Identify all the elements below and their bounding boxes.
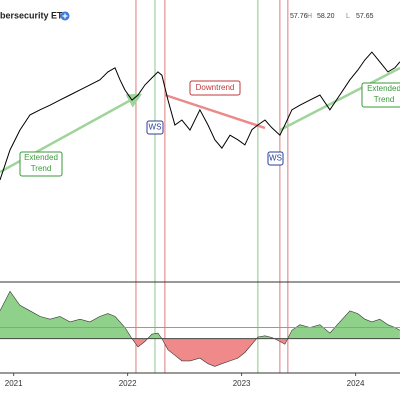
annotation: Extended Trend [367, 84, 400, 104]
x-tick-label: 2022 [119, 379, 137, 388]
x-tick-label: 2021 [5, 379, 23, 388]
quote-text: H [307, 13, 312, 20]
annotation: Extended Trend [24, 153, 58, 173]
annotation-box [146, 120, 164, 135]
annotation: WS [269, 154, 282, 163]
annotation-box [19, 151, 63, 177]
quote-text: 57.65 [356, 13, 374, 20]
trend-line [279, 66, 400, 132]
title: bersecurity ETF [0, 10, 69, 20]
quote-text: 57.76 [290, 13, 308, 20]
quote-text: 58.20 [317, 13, 335, 20]
annotation-box [189, 80, 241, 96]
negative-area [132, 339, 288, 367]
annotation: Downtrend [196, 83, 235, 92]
x-tick-label: 2024 [347, 379, 365, 388]
annotation: WS [149, 123, 162, 132]
quote-text: L [346, 13, 350, 20]
price-line [0, 51, 400, 181]
annotation-box [361, 82, 400, 108]
x-tick-label: 2023 [233, 379, 251, 388]
downtrend-line [164, 93, 266, 130]
add-icon-plus [62, 13, 68, 19]
annotation-box [267, 151, 284, 166]
